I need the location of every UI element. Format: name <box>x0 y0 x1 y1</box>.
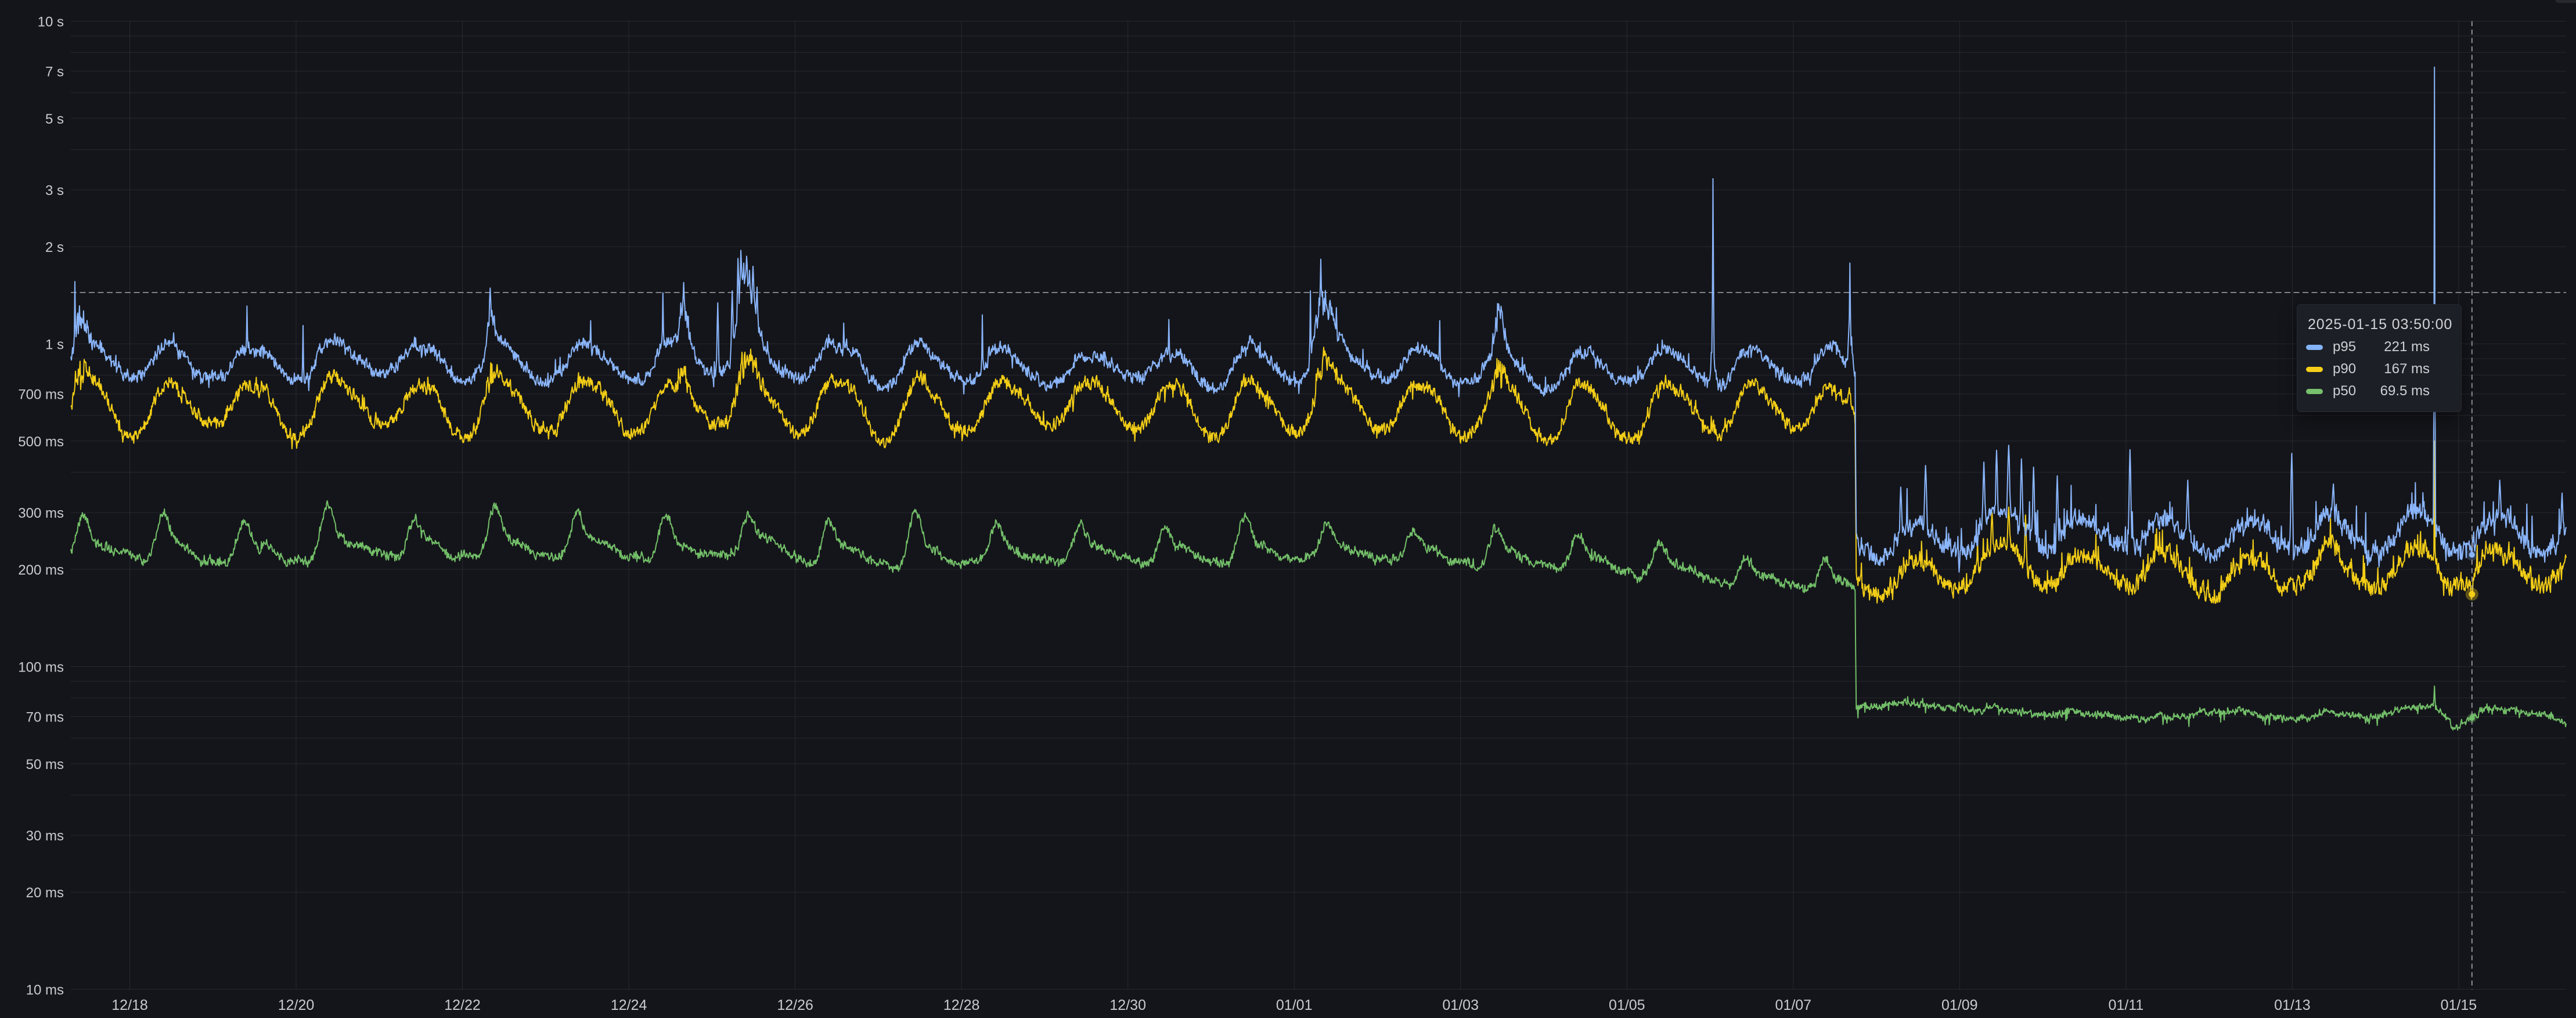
svg-text:2 s: 2 s <box>45 240 64 255</box>
svg-text:01/07: 01/07 <box>1775 997 1812 1013</box>
svg-text:10 s: 10 s <box>38 15 64 30</box>
svg-text:200 ms: 200 ms <box>18 562 64 578</box>
svg-text:10 ms: 10 ms <box>26 983 64 998</box>
svg-text:3 s: 3 s <box>45 183 64 198</box>
svg-text:700 ms: 700 ms <box>18 387 64 403</box>
svg-text:1 s: 1 s <box>45 337 64 353</box>
svg-text:12/28: 12/28 <box>943 997 980 1013</box>
svg-text:01/11: 01/11 <box>2109 997 2144 1013</box>
svg-text:01/09: 01/09 <box>1941 997 1978 1013</box>
svg-text:12/20: 12/20 <box>278 997 315 1013</box>
svg-text:50 ms: 50 ms <box>26 757 64 772</box>
svg-text:12/30: 12/30 <box>1109 997 1146 1013</box>
svg-text:01/03: 01/03 <box>1442 997 1479 1013</box>
svg-text:5 s: 5 s <box>45 111 64 127</box>
svg-text:01/01: 01/01 <box>1276 997 1313 1013</box>
svg-text:20 ms: 20 ms <box>26 885 64 901</box>
svg-text:12/18: 12/18 <box>111 997 148 1013</box>
svg-text:7 s: 7 s <box>45 64 64 80</box>
svg-text:12/22: 12/22 <box>444 997 481 1013</box>
svg-text:300 ms: 300 ms <box>18 506 64 521</box>
svg-text:01/13: 01/13 <box>2274 997 2311 1013</box>
svg-text:12/24: 12/24 <box>611 997 647 1013</box>
svg-text:01/15: 01/15 <box>2441 997 2477 1013</box>
svg-text:01/05: 01/05 <box>1609 997 1645 1013</box>
svg-text:70 ms: 70 ms <box>26 710 64 725</box>
svg-text:12/26: 12/26 <box>777 997 813 1013</box>
svg-text:500 ms: 500 ms <box>18 434 64 450</box>
svg-text:100 ms: 100 ms <box>18 660 64 676</box>
svg-text:30 ms: 30 ms <box>26 828 64 844</box>
